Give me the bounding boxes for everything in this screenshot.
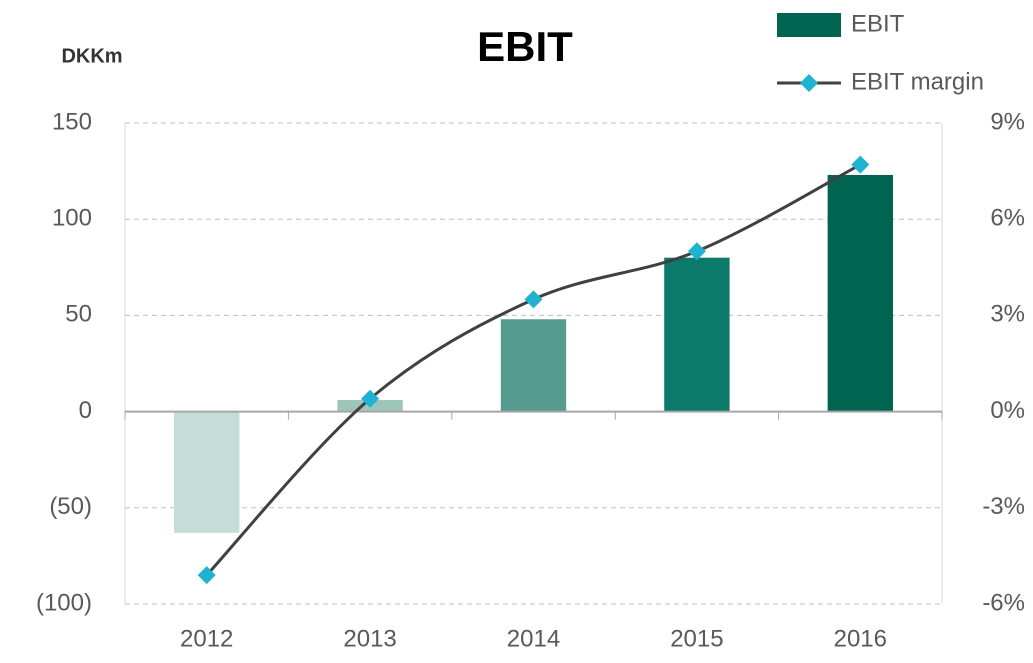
y2-tick-label: 6% bbox=[990, 205, 1025, 232]
margin-marker bbox=[524, 290, 543, 309]
x-tick-label: 2014 bbox=[507, 625, 560, 652]
bar bbox=[174, 411, 240, 533]
y-tick-label: 0 bbox=[79, 397, 92, 424]
y-tick-label: 150 bbox=[52, 108, 92, 135]
y2-tick-label: 9% bbox=[990, 108, 1025, 135]
legend-label: EBIT margin bbox=[851, 68, 984, 95]
margin-marker bbox=[197, 566, 216, 585]
legend-marker bbox=[800, 74, 818, 92]
y-tick-label: (50) bbox=[49, 493, 92, 520]
y2-tick-label: 3% bbox=[990, 301, 1025, 328]
margin-marker bbox=[687, 242, 706, 261]
bar bbox=[827, 174, 893, 412]
margin-marker bbox=[851, 155, 870, 174]
y2-tick-label: 0% bbox=[990, 397, 1025, 424]
y-tick-label: 50 bbox=[65, 301, 92, 328]
y-tick-label: 100 bbox=[52, 205, 92, 232]
x-tick-label: 2016 bbox=[834, 625, 887, 652]
y-tick-label: (100) bbox=[36, 589, 92, 616]
y-axis-label: DKKm bbox=[61, 45, 122, 67]
chart-title: EBIT bbox=[477, 23, 573, 70]
x-tick-label: 2013 bbox=[343, 625, 396, 652]
legend-label: EBIT bbox=[851, 10, 905, 37]
x-tick-label: 2012 bbox=[180, 625, 233, 652]
y2-tick-label: -6% bbox=[982, 589, 1025, 616]
bar bbox=[664, 257, 730, 412]
x-tick-label: 2015 bbox=[670, 625, 723, 652]
legend-swatch bbox=[777, 13, 841, 37]
y2-tick-label: -3% bbox=[982, 493, 1025, 520]
margin-marker bbox=[361, 389, 380, 408]
bar bbox=[500, 319, 567, 412]
